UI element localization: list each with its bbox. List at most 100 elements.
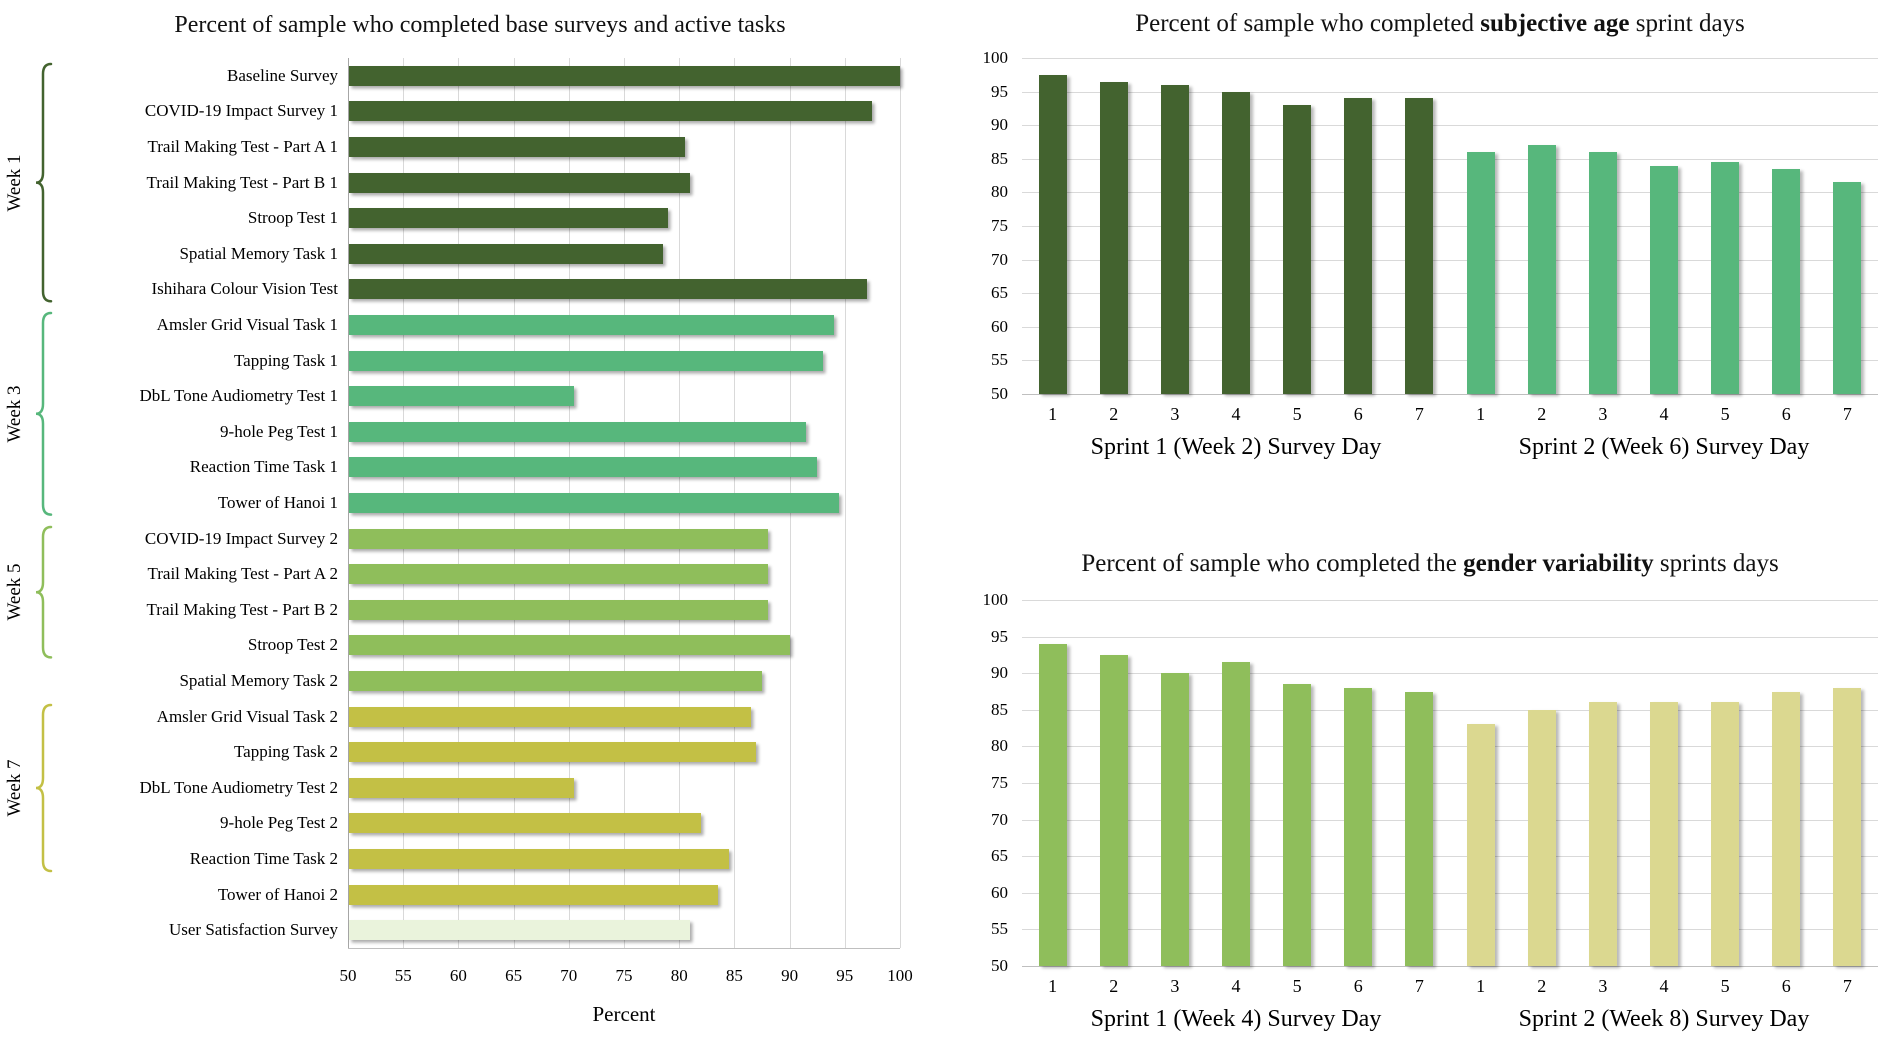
- y-tick-label: 70: [991, 249, 1008, 269]
- gridline: [1022, 192, 1878, 194]
- gridline: [1022, 819, 1878, 821]
- bar: [1405, 691, 1434, 966]
- x-category-label: 4: [1659, 404, 1669, 424]
- x-category-label: 4: [1231, 976, 1241, 996]
- y-tick-label: 100: [982, 590, 1009, 609]
- bar: [1405, 98, 1434, 394]
- x-category-label: 4: [1659, 976, 1669, 996]
- x-category-label: 1: [1476, 404, 1486, 424]
- gridline: [1022, 360, 1878, 362]
- gridline: [1022, 673, 1878, 675]
- bar: [1833, 687, 1862, 966]
- sprint-axis-label: Sprint 1 (Week 2) Survey Day: [1090, 434, 1382, 460]
- bar: [349, 706, 751, 727]
- gridline: [1022, 929, 1878, 931]
- y-tick-label: 55: [991, 350, 1008, 370]
- bar: [349, 849, 729, 869]
- y-tick-label: 90: [991, 663, 1008, 683]
- gridline: [1022, 226, 1878, 227]
- y-tick-label: 75: [991, 216, 1008, 235]
- gridline: [844, 58, 846, 948]
- category-label: Tapping Task 1: [233, 350, 338, 370]
- bar: [349, 564, 768, 585]
- bar: [1711, 162, 1740, 394]
- y-tick-label: 90: [991, 115, 1008, 135]
- x-axis-line: [348, 948, 900, 949]
- bar: [349, 813, 702, 834]
- bar: [349, 350, 823, 371]
- x-axis-title: Percent: [592, 1002, 656, 1026]
- bar: [349, 528, 768, 549]
- gridline: [1022, 856, 1878, 858]
- x-tick-label: 60: [449, 966, 467, 985]
- bar: [1222, 91, 1250, 394]
- bar: [349, 777, 575, 798]
- x-tick-label: 80: [670, 966, 688, 985]
- bar: [1527, 145, 1556, 394]
- category-label: Tower of Hanoi 1: [217, 493, 338, 512]
- bar: [349, 884, 718, 905]
- y-tick-label: 50: [991, 956, 1008, 975]
- x-category-label: 6: [1353, 976, 1363, 996]
- category-label: 9-hole Peg Test 2: [220, 813, 338, 833]
- category-label: Spatial Memory Task 2: [179, 671, 338, 690]
- x-category-label: 2: [1109, 976, 1119, 996]
- gridline: [900, 58, 901, 948]
- x-category-label: 6: [1781, 976, 1791, 996]
- category-label: Tapping Task 2: [233, 742, 338, 762]
- x-tick-label: 75: [615, 966, 633, 985]
- gender-variability-chart-title: Percent of sample who completed the gend…: [970, 550, 1890, 578]
- x-tick-label: 100: [887, 966, 913, 985]
- category-label: Baseline Survey: [227, 65, 338, 85]
- y-tick-label: 80: [991, 182, 1008, 202]
- bar: [349, 457, 818, 478]
- x-category-label: 3: [1598, 404, 1608, 424]
- bar: [349, 742, 757, 763]
- category-label: Trail Making Test - Part A 1: [147, 137, 338, 156]
- x-category-label: 1: [1048, 404, 1058, 424]
- title-text-prefix: Percent of sample who completed the: [1081, 550, 1464, 577]
- bar: [1772, 168, 1801, 394]
- bar: [1833, 182, 1862, 394]
- y-tick-label: 85: [991, 148, 1008, 168]
- title-text-suffix: sprints days: [1653, 550, 1779, 577]
- x-tick-label: 70: [560, 966, 578, 985]
- sprint-axis-label: Sprint 1 (Week 4) Survey Day: [1090, 1006, 1382, 1032]
- title-text-bold: gender variability: [1463, 550, 1654, 577]
- category-label: 9-hole Peg Test 1: [220, 421, 338, 441]
- category-label: COVID-19 Impact Survey 1: [144, 101, 338, 121]
- category-label: Ishihara Colour Vision Test: [151, 279, 338, 299]
- title-text-prefix: Percent of sample who completed: [1135, 10, 1481, 37]
- bar: [1466, 724, 1495, 966]
- gridline: [1022, 259, 1878, 261]
- category-label: Trail Making Test - Part B 1: [146, 172, 338, 192]
- x-category-label: 7: [1842, 404, 1852, 424]
- group-bracket: [35, 62, 53, 303]
- bar: [1099, 81, 1128, 394]
- bar: [349, 421, 807, 442]
- group-bracket: [35, 703, 53, 873]
- x-category-label: 7: [1414, 976, 1424, 996]
- bar: [1588, 702, 1617, 966]
- category-label: COVID-19 Impact Survey 2: [144, 528, 338, 548]
- gridline: [1022, 326, 1878, 328]
- category-label: Reaction Time Task 2: [189, 849, 338, 868]
- bar: [1222, 662, 1250, 966]
- category-label: Tower of Hanoi 2: [217, 884, 338, 904]
- y-tick-label: 60: [991, 882, 1008, 902]
- gridline: [1022, 636, 1878, 638]
- category-label: DbL Tone Audiometry Test 2: [139, 777, 338, 797]
- bar: [349, 671, 762, 691]
- gridline: [1022, 783, 1878, 784]
- bar: [349, 101, 873, 122]
- x-tick-label: 55: [394, 966, 412, 985]
- y-tick-label: 65: [991, 283, 1008, 303]
- y-tick-label: 85: [991, 699, 1008, 719]
- y-tick-label: 50: [991, 384, 1008, 403]
- bar: [349, 386, 575, 407]
- category-label: Spatial Memory Task 1: [179, 243, 338, 263]
- bar: [1344, 687, 1373, 966]
- x-category-label: 5: [1292, 404, 1302, 424]
- gridline: [1022, 158, 1878, 160]
